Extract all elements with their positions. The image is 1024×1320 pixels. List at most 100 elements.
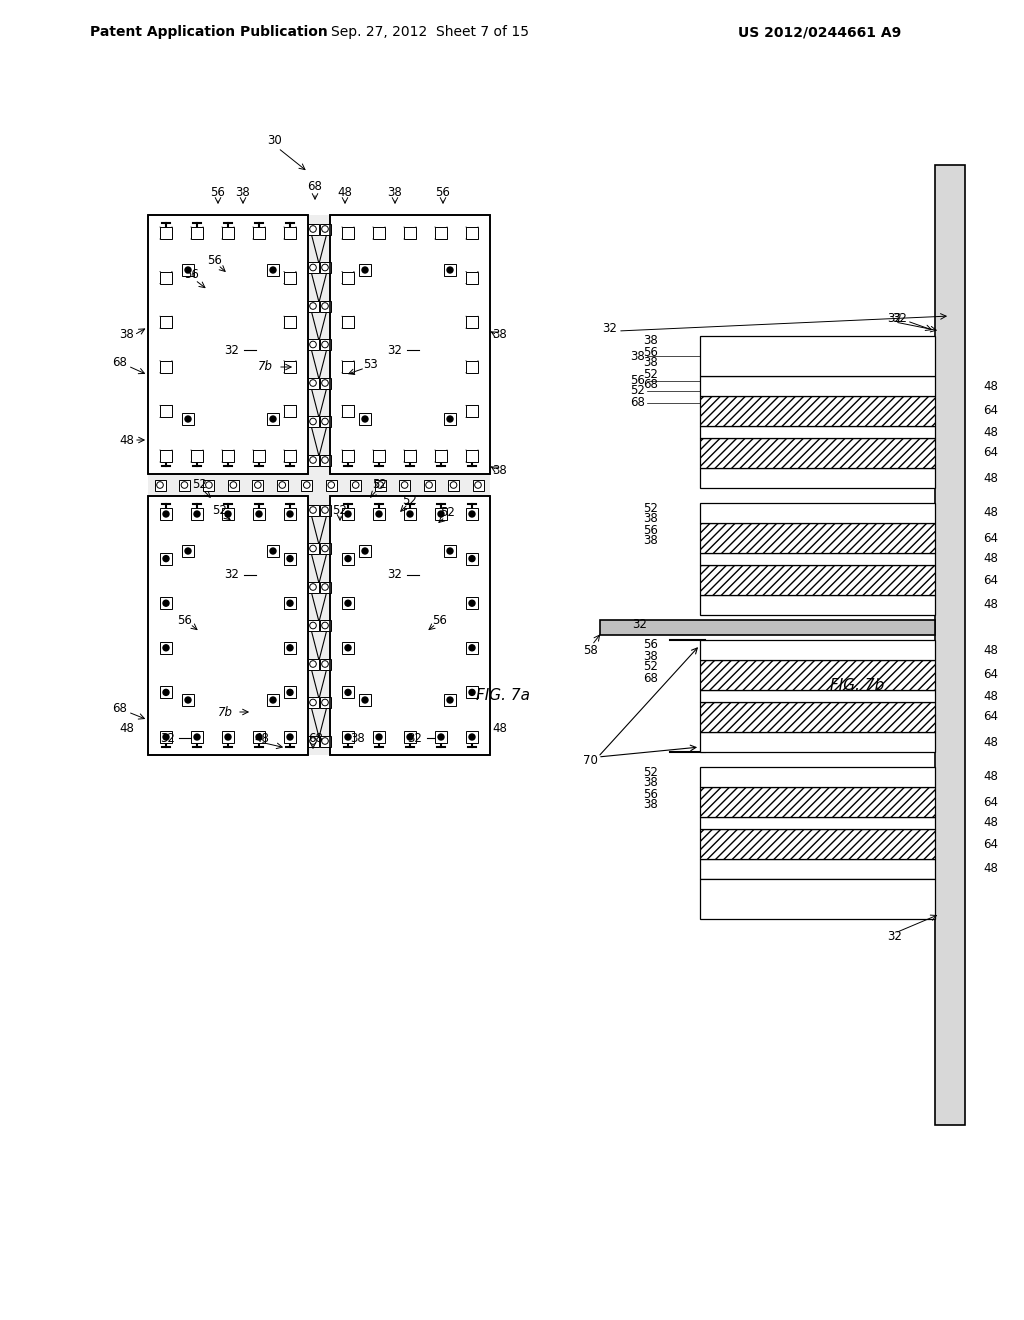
Bar <box>307 454 318 466</box>
Bar <box>444 545 456 557</box>
Text: 48: 48 <box>120 722 134 734</box>
Text: 38: 38 <box>350 731 366 744</box>
Bar <box>284 405 296 417</box>
Bar <box>148 474 490 496</box>
Circle shape <box>362 416 368 422</box>
Bar <box>222 450 234 462</box>
Bar <box>700 733 935 752</box>
Text: 52: 52 <box>630 384 645 397</box>
Bar <box>284 272 296 284</box>
Text: 52: 52 <box>440 507 456 520</box>
Bar <box>404 731 416 743</box>
Bar <box>191 450 203 462</box>
Bar <box>148 215 308 474</box>
Bar <box>435 227 447 239</box>
Text: 64: 64 <box>983 710 998 723</box>
Bar <box>284 508 296 520</box>
Bar <box>148 496 308 755</box>
Bar <box>160 227 172 239</box>
Circle shape <box>469 601 475 606</box>
Bar <box>284 317 296 329</box>
Bar <box>424 479 434 491</box>
Text: 38: 38 <box>643 512 658 525</box>
Bar <box>319 697 331 708</box>
Bar <box>319 261 331 273</box>
Bar <box>700 859 935 879</box>
Bar <box>319 735 331 747</box>
Text: 64: 64 <box>983 532 998 544</box>
Bar <box>319 543 331 554</box>
Circle shape <box>185 416 191 422</box>
Circle shape <box>362 267 368 273</box>
Bar <box>359 694 371 706</box>
Bar <box>307 504 318 516</box>
Bar <box>342 597 354 610</box>
Bar <box>182 545 194 557</box>
Bar <box>342 450 354 462</box>
Bar <box>444 264 456 276</box>
Bar <box>276 479 288 491</box>
Bar <box>466 360 478 372</box>
Circle shape <box>447 416 453 422</box>
Circle shape <box>163 511 169 517</box>
Text: 38: 38 <box>643 649 658 663</box>
Circle shape <box>185 267 191 273</box>
Bar <box>160 272 172 284</box>
Bar <box>182 264 194 276</box>
Bar <box>307 416 318 426</box>
Bar <box>307 697 318 708</box>
Circle shape <box>256 511 262 517</box>
Bar <box>307 261 318 273</box>
Circle shape <box>163 601 169 606</box>
Bar <box>466 686 478 698</box>
Text: 52: 52 <box>193 479 208 491</box>
Text: 38: 38 <box>643 334 658 347</box>
Bar <box>466 731 478 743</box>
Circle shape <box>345 556 351 561</box>
Bar <box>267 413 279 425</box>
Text: 48: 48 <box>983 644 997 656</box>
Text: 48: 48 <box>983 553 997 565</box>
Bar <box>700 469 935 488</box>
Bar <box>307 620 318 631</box>
Bar <box>179 479 190 491</box>
Text: Sep. 27, 2012  Sheet 7 of 15: Sep. 27, 2012 Sheet 7 of 15 <box>331 25 529 40</box>
Circle shape <box>376 511 382 517</box>
Circle shape <box>345 601 351 606</box>
Text: 32: 32 <box>387 343 402 356</box>
Bar <box>222 731 234 743</box>
Text: 58: 58 <box>583 644 597 656</box>
Circle shape <box>362 697 368 704</box>
Text: 7b: 7b <box>217 705 232 718</box>
Bar <box>307 339 318 350</box>
Bar <box>435 508 447 520</box>
Text: 30: 30 <box>267 133 283 147</box>
Bar <box>284 686 296 698</box>
Text: 38: 38 <box>643 535 658 548</box>
Text: 48: 48 <box>255 731 269 744</box>
Bar <box>404 450 416 462</box>
Text: 68: 68 <box>113 701 127 714</box>
Bar <box>700 337 935 376</box>
Circle shape <box>407 734 413 741</box>
Text: 32: 32 <box>888 931 902 944</box>
Text: 64: 64 <box>983 573 998 586</box>
Bar <box>700 565 935 595</box>
Text: 32: 32 <box>888 312 902 325</box>
Bar <box>284 553 296 565</box>
Circle shape <box>194 734 200 741</box>
Text: 48: 48 <box>983 598 997 611</box>
Circle shape <box>270 416 276 422</box>
Bar <box>204 479 214 491</box>
Circle shape <box>438 734 444 741</box>
Circle shape <box>376 734 382 741</box>
Text: 48: 48 <box>120 433 134 446</box>
Bar <box>160 642 172 653</box>
Bar <box>319 504 331 516</box>
Text: 32: 32 <box>161 731 175 744</box>
Bar <box>284 450 296 462</box>
Text: 48: 48 <box>338 186 352 198</box>
Bar <box>155 479 166 491</box>
Bar <box>307 582 318 593</box>
Bar <box>307 735 318 747</box>
